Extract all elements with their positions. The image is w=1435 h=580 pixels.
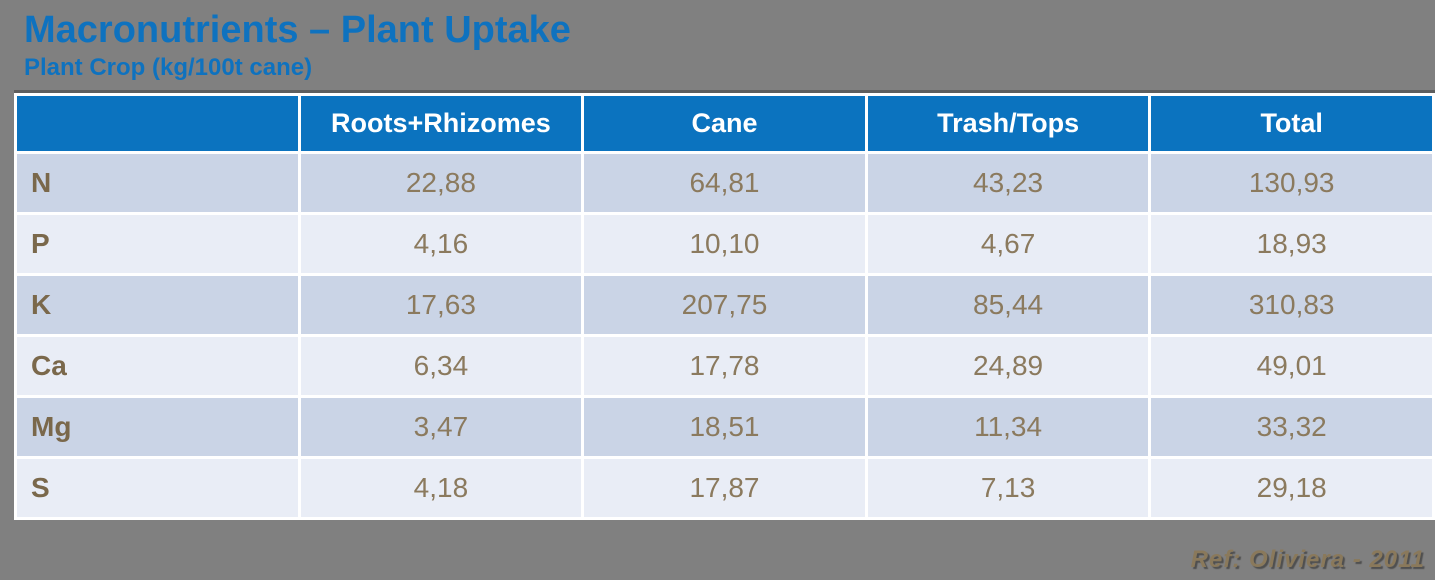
row-label-ca: Ca <box>17 337 298 395</box>
table-cell: 3,47 <box>300 398 582 456</box>
table-cell: 4,18 <box>300 459 582 517</box>
page-subtitle: Plant Crop (kg/100t cane) <box>24 53 313 81</box>
table-cell: 64,81 <box>584 154 865 212</box>
nutrient-uptake-table: Roots+Rhizomes Cane Trash/Tops Total N 2… <box>14 93 1435 520</box>
slide-header: Macronutrients – Plant Uptake Plant Crop… <box>0 0 1435 81</box>
table-cell: 6,34 <box>300 337 582 395</box>
table-cell: 10,10 <box>584 215 865 273</box>
table-row-ca: Ca 6,34 17,78 24,89 49,01 <box>17 337 1432 395</box>
table-cell: 7,13 <box>867 459 1149 517</box>
table-row-mg: Mg 3,47 18,51 11,34 33,32 <box>17 398 1432 456</box>
table-cell: 17,63 <box>300 276 582 334</box>
row-label-mg: Mg <box>17 398 298 456</box>
reference-citation: Ref: Oliviera - 2011 <box>1190 546 1425 573</box>
table-cell: 310,83 <box>1151 276 1432 334</box>
table-cell: 24,89 <box>867 337 1149 395</box>
column-header-roots-rhizomes: Roots+Rhizomes <box>300 96 582 151</box>
table-cell: 207,75 <box>584 276 865 334</box>
table-row-s: S 4,18 17,87 7,13 29,18 <box>17 459 1432 517</box>
table-cell: 49,01 <box>1151 337 1432 395</box>
table-header-row: Roots+Rhizomes Cane Trash/Tops Total <box>17 96 1432 151</box>
page-title: Macronutrients – Plant Uptake <box>24 9 571 51</box>
row-label-p: P <box>17 215 298 273</box>
table-cell: 17,87 <box>584 459 865 517</box>
table-cell: 4,67 <box>867 215 1149 273</box>
table-cell: 4,16 <box>300 215 582 273</box>
table-row-p: P 4,16 10,10 4,67 18,93 <box>17 215 1432 273</box>
table-row-k: K 17,63 207,75 85,44 310,83 <box>17 276 1432 334</box>
table-cell: 85,44 <box>867 276 1149 334</box>
table-row-n: N 22,88 64,81 43,23 130,93 <box>17 154 1432 212</box>
table-cell: 43,23 <box>867 154 1149 212</box>
column-header-cane: Cane <box>584 96 865 151</box>
table-cell: 29,18 <box>1151 459 1432 517</box>
table-cell: 11,34 <box>867 398 1149 456</box>
row-label-s: S <box>17 459 298 517</box>
table-cell: 17,78 <box>584 337 865 395</box>
table-cell: 22,88 <box>300 154 582 212</box>
row-label-k: K <box>17 276 298 334</box>
table-cell: 130,93 <box>1151 154 1432 212</box>
table-cell: 18,93 <box>1151 215 1432 273</box>
column-header-blank <box>17 96 298 151</box>
nutrient-table-frame: Roots+Rhizomes Cane Trash/Tops Total N 2… <box>14 90 1435 520</box>
column-header-total: Total <box>1151 96 1432 151</box>
table-cell: 33,32 <box>1151 398 1432 456</box>
table-cell: 18,51 <box>584 398 865 456</box>
column-header-trash-tops: Trash/Tops <box>867 96 1149 151</box>
row-label-n: N <box>17 154 298 212</box>
